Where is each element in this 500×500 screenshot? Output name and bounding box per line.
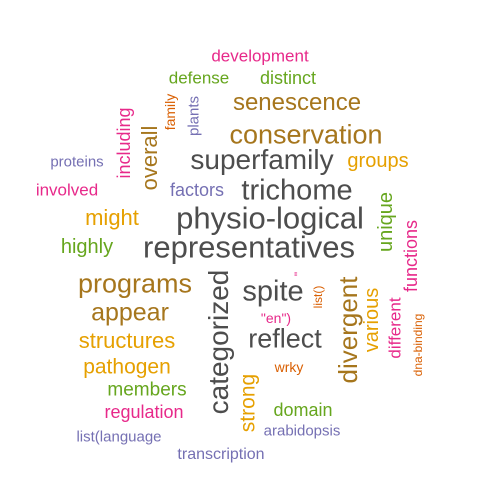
word-plants: plants [185,95,203,137]
word-divergent: divergent [333,276,363,384]
word-including: including [114,107,134,179]
word-functions: functions [401,219,421,293]
word-unique: unique [375,191,397,253]
word-list-empty: list() [311,285,325,309]
word-spite: spite [242,275,304,308]
word-transcription: transcription [177,446,265,463]
word-dna-binding: dna-binding [411,313,425,377]
word-senescence: senescence [232,89,362,116]
word-conservation: conservation [229,119,383,150]
word-regulation: regulation [104,402,184,422]
word-trichome: trichome [241,174,353,207]
word-domain: domain [273,400,333,420]
word-representatives: representatives [143,229,355,265]
word-programs: programs [77,268,193,299]
word-family: family [162,93,178,131]
word-involved: involved [35,180,99,200]
word-structures: structures [78,328,176,353]
word-groups: groups [347,150,409,172]
word-overall: overall [137,125,162,191]
word-various: various [361,287,383,353]
word-distinct: distinct [259,68,317,88]
word-factors: factors [169,180,225,200]
word-list-language: list(language [76,428,162,446]
word-physio-logical: physio-logical [176,200,364,236]
word-pathogen: pathogen [83,355,171,379]
word-development: development [211,46,309,66]
word-proteins: proteins [50,153,104,171]
word-strong: strong [236,373,260,433]
word-appear: appear [91,298,169,327]
word-different: different [385,297,405,359]
word-members: members [107,379,187,401]
word-highly: highly [60,236,114,258]
word-might: might [85,205,139,230]
word-reflect: reflect [248,323,322,354]
word-defense: defense [168,68,230,88]
word-en: "en") [260,310,292,326]
word-arabidopsis: arabidopsis [263,422,341,440]
word-wrky: wrky [274,359,304,375]
word-superfamily: superfamily [190,144,334,175]
word-categorized: categorized [203,269,234,415]
